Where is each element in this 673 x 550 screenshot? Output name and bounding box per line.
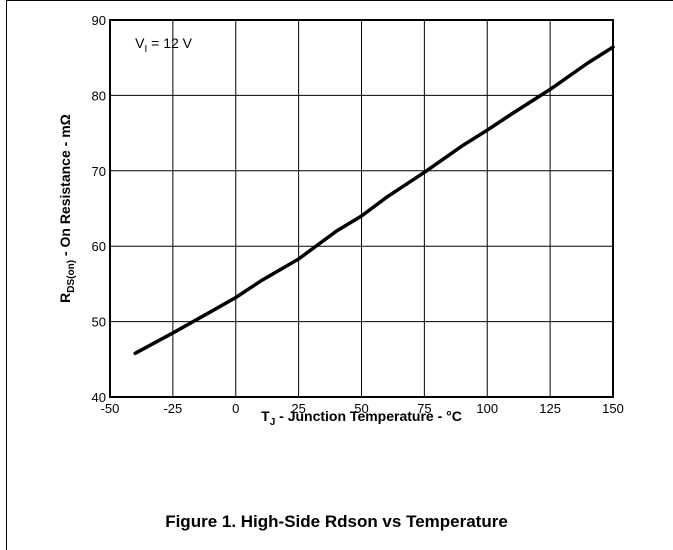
y-tick-label: 80 bbox=[92, 88, 106, 103]
condition-annotation: VI = 12 V bbox=[135, 35, 193, 55]
annotation-rest: = 12 V bbox=[147, 35, 192, 51]
y-label-rest: - On Resistance - mΩ bbox=[57, 114, 73, 260]
x-tick-label: 75 bbox=[417, 401, 431, 416]
y-label-main: R bbox=[57, 293, 73, 303]
x-tick-label: 125 bbox=[539, 401, 561, 416]
page-frame-top bbox=[6, 0, 673, 1]
y-tick-labels: 40 50 60 70 80 90 bbox=[92, 13, 106, 405]
annotation-subscript: I bbox=[144, 44, 147, 55]
y-tick-label: 70 bbox=[92, 164, 106, 179]
y-axis-label: RDS(on) - On Resistance - mΩ bbox=[57, 114, 77, 303]
y-tick-label: 60 bbox=[92, 239, 106, 254]
y-tick-label: 90 bbox=[92, 13, 106, 28]
figure-caption: Figure 1. High-Side Rdson vs Temperature bbox=[165, 512, 508, 531]
x-tick-label: 100 bbox=[476, 401, 498, 416]
grid-lines bbox=[109, 19, 614, 398]
page-frame-left bbox=[6, 0, 7, 550]
x-tick-label: 50 bbox=[354, 401, 368, 416]
x-label-subscript: J bbox=[270, 417, 276, 428]
series-line bbox=[133, 45, 615, 356]
x-label-rest: - Junction Temperature - °C bbox=[275, 408, 462, 424]
plot-border bbox=[109, 19, 614, 398]
y-label-subscript: DS(on) bbox=[66, 260, 77, 293]
x-tick-label: 0 bbox=[232, 401, 239, 416]
x-tick-label: 25 bbox=[291, 401, 305, 416]
x-tick-label: -50 bbox=[101, 401, 120, 416]
y-tick-label: 50 bbox=[92, 315, 106, 330]
annotation-main: V bbox=[135, 35, 145, 51]
x-tick-label: -25 bbox=[163, 401, 182, 416]
x-label-main: T bbox=[261, 408, 270, 424]
y-tick-label: 40 bbox=[92, 390, 106, 405]
x-tick-label: 150 bbox=[602, 401, 624, 416]
x-axis-label: TJ - Junction Temperature - °C bbox=[261, 408, 462, 428]
x-tick-labels: -50 -25 0 25 50 75 100 125 150 bbox=[101, 401, 624, 416]
